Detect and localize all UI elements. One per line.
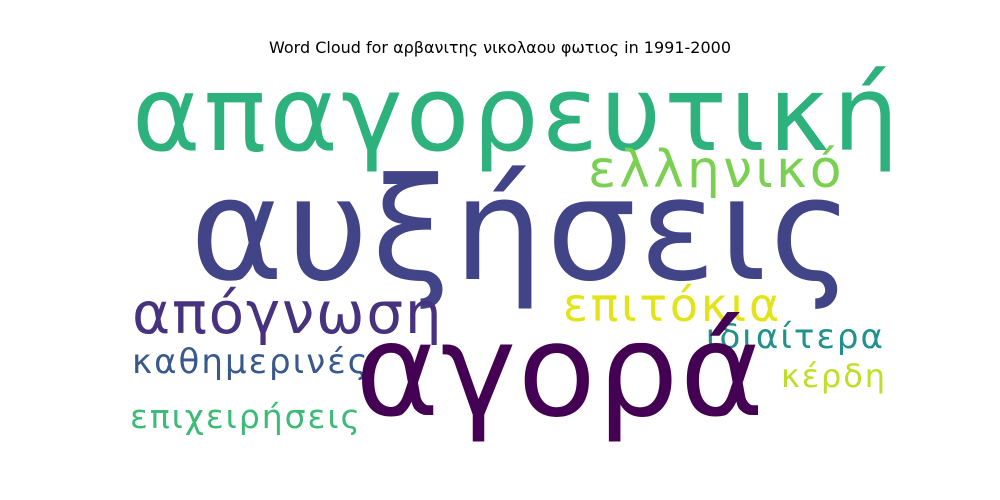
chart-title: Word Cloud for αρβανιτης νικολαου φωτιος… (268, 38, 731, 57)
word-epitokia: επιτόκια (563, 278, 783, 332)
word-apagoreutiki: απαγορευτική (132, 53, 902, 175)
word-kathimerines: καθημερινές (132, 342, 370, 382)
word-idiaitera: ιδιαίτερα (706, 317, 885, 357)
word-afxiseis: αυξήσεις (190, 148, 856, 313)
word-elliniko: ελληνικό (588, 140, 845, 200)
word-epixeiriseis: επιχειρήσεις (130, 397, 362, 436)
word-agora: αγορά (355, 297, 766, 446)
word-apognosi: απόγνωση (132, 279, 444, 347)
word-kerdi: κέρδη (781, 357, 887, 395)
